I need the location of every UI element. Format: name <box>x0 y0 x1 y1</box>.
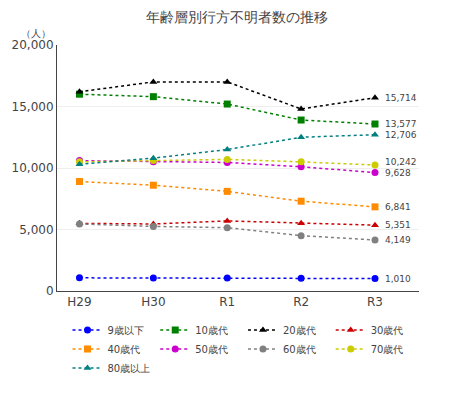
svg-text:5,000: 5,000 <box>19 223 53 237</box>
svg-text:15,000: 15,000 <box>12 100 54 114</box>
svg-text:R1: R1 <box>219 295 235 309</box>
svg-text:R2: R2 <box>293 295 309 309</box>
svg-text:10,242: 10,242 <box>385 157 417 167</box>
svg-text:9,628: 9,628 <box>385 168 411 178</box>
svg-text:H30: H30 <box>141 295 165 309</box>
svg-text:20歳代: 20歳代 <box>283 325 316 336</box>
svg-text:10,000: 10,000 <box>12 161 54 175</box>
svg-text:6,841: 6,841 <box>385 202 411 212</box>
svg-text:H29: H29 <box>67 295 91 309</box>
svg-text:0: 0 <box>46 284 54 298</box>
svg-text:70歳代: 70歳代 <box>371 344 404 355</box>
svg-text:40歳代: 40歳代 <box>108 344 141 355</box>
svg-text:1,010: 1,010 <box>385 274 411 284</box>
svg-text:20,000: 20,000 <box>12 38 54 52</box>
svg-text:15,714: 15,714 <box>385 93 417 103</box>
svg-text:R3: R3 <box>367 295 383 309</box>
svg-text:60歳代: 60歳代 <box>283 344 316 355</box>
svg-text:12,706: 12,706 <box>385 130 417 140</box>
svg-text:30歳代: 30歳代 <box>371 325 404 336</box>
svg-text:9歳以下: 9歳以下 <box>108 325 144 336</box>
svg-text:50歳代: 50歳代 <box>195 344 228 355</box>
svg-text:13,577: 13,577 <box>385 119 417 129</box>
svg-text:（人）: （人） <box>21 28 51 39</box>
svg-text:年齢層別行方不明者数の推移: 年齢層別行方不明者数の推移 <box>146 9 328 25</box>
svg-text:5,351: 5,351 <box>385 220 411 230</box>
svg-text:80歳以上: 80歳以上 <box>108 363 151 374</box>
svg-text:10歳代: 10歳代 <box>195 325 228 336</box>
svg-text:4,149: 4,149 <box>385 235 411 245</box>
